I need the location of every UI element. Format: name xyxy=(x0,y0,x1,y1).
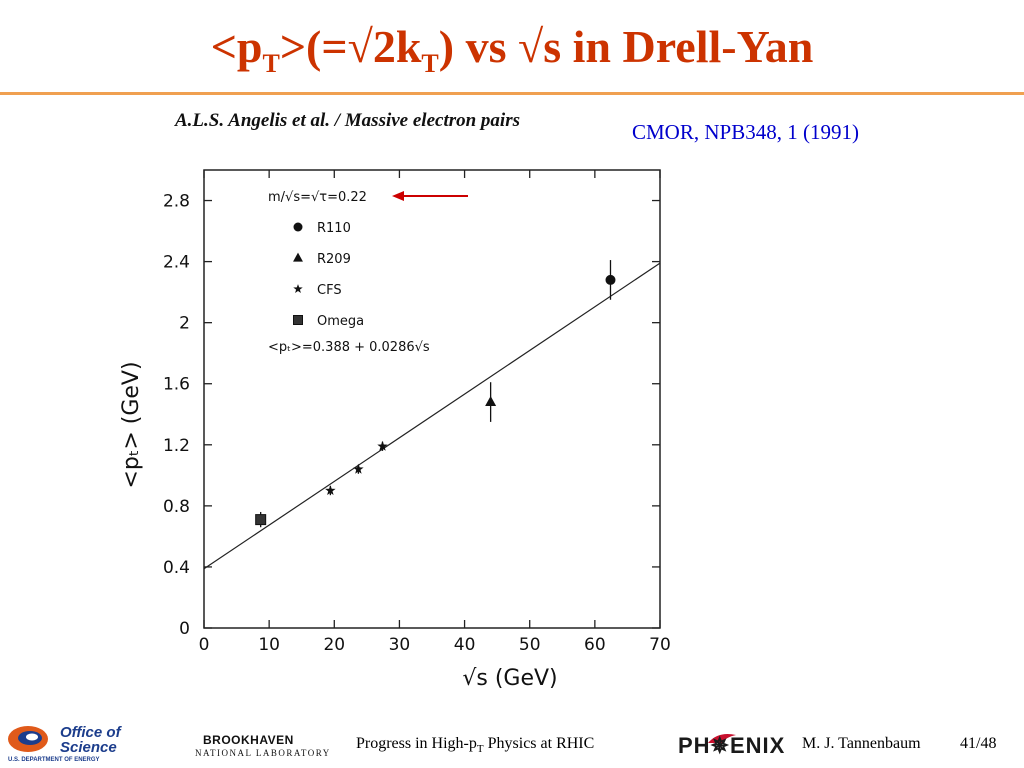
office-of-science-logo: Office of Science U.S. DEPARTMENT OF ENE… xyxy=(6,721,146,765)
plot-frame xyxy=(203,169,661,629)
y-axis-label: <pₜ> (GeV) xyxy=(119,361,144,488)
x-tick-label: 30 xyxy=(389,635,411,655)
data-point-r209 xyxy=(485,396,497,407)
pt-vs-sqrts-chart: 0 10 20 30 40 50 60 70 0 0.4 0.8 1.2 1.6 2 2.4 2.8 m/√s… xyxy=(119,169,671,691)
x-tick-label: 0 xyxy=(199,635,210,655)
footer: Office of Science U.S. DEPARTMENT OF ENE… xyxy=(0,715,1024,768)
paper-header: A.L.S. Angelis et al. / Massive electron… xyxy=(175,110,520,131)
title-part-2: >(=√2k xyxy=(279,21,422,72)
x-tick-label: 70 xyxy=(649,635,671,655)
title-part-1: <p xyxy=(210,21,263,72)
footer-title-subscript: T xyxy=(476,743,484,756)
y-tick-label: 0.8 xyxy=(163,497,190,517)
data-point-cfs xyxy=(377,440,388,451)
legend-label-cfs: CFS xyxy=(317,283,342,298)
footer-title-part-1: Progress in High-p xyxy=(356,735,477,752)
y-tick-label: 0.4 xyxy=(163,558,190,578)
data-point-cfs xyxy=(353,463,364,474)
x-tick-label: 40 xyxy=(454,635,476,655)
legend-marker-cfs xyxy=(293,284,303,293)
x-tick-label: 20 xyxy=(323,635,345,655)
x-axis-label: √s (GeV) xyxy=(462,666,557,691)
doe-line1: Office of xyxy=(60,724,121,741)
x-tick-label: 50 xyxy=(519,635,541,655)
y-tick-label: 2.8 xyxy=(163,192,190,212)
y-tick-label: 1.2 xyxy=(163,436,190,456)
footer-title-part-2: Physics at RHIC xyxy=(483,735,595,752)
doe-line2: Science xyxy=(60,739,117,756)
title-subscript-2: T xyxy=(421,49,439,79)
legend-marker-r110 xyxy=(293,222,303,232)
annotation-tau: m/√s=√τ=0.22 xyxy=(268,190,367,205)
footer-author: M. J. Tannenbaum xyxy=(802,735,921,752)
legend-label-omega: Omega xyxy=(317,314,364,329)
citation: CMOR, NPB348, 1 (1991) xyxy=(632,120,859,144)
phenix-bird-icon xyxy=(708,734,736,743)
legend-marker-r209 xyxy=(293,252,303,262)
phenix-wordmark: PH✵ENIX xyxy=(678,733,786,758)
data-point-cfs xyxy=(325,485,336,495)
footer-talk-title: Progress in High-pT Physics at RHIC xyxy=(356,735,594,755)
legend-label-r209: R209 xyxy=(317,252,351,267)
doe-swirl-icon xyxy=(8,726,48,752)
legend-marker-omega xyxy=(293,315,303,325)
y-tick-label: 2.4 xyxy=(163,253,190,273)
page-number: 41/48 xyxy=(960,735,997,752)
y-tick-label: 0 xyxy=(179,619,190,639)
fit-formula: <pₜ>=0.388 + 0.0286√s xyxy=(268,340,430,355)
arrow-head-icon xyxy=(392,191,404,201)
doe-line3: U.S. DEPARTMENT OF ENERGY xyxy=(8,757,100,763)
brookhaven-logo: BROOKHAVEN NATIONAL LABORATORY xyxy=(195,733,330,763)
title-subscript-1: T xyxy=(262,49,280,79)
data-point-r110 xyxy=(605,274,616,285)
bnl-line1: BROOKHAVEN xyxy=(203,733,294,747)
data-point-omega xyxy=(255,514,267,526)
y-tick-label: 1.6 xyxy=(163,375,190,395)
y-tick-label: 2 xyxy=(179,314,190,334)
phenix-logo: PH✵ENIX xyxy=(678,729,798,763)
title-divider xyxy=(0,92,1024,95)
fit-line xyxy=(203,262,661,570)
x-tick-label: 10 xyxy=(258,635,280,655)
title-part-3: ) vs √s in Drell-Yan xyxy=(438,21,814,72)
slide-title: <pT>(=√2kT) vs √s in Drell-Yan xyxy=(0,20,1024,91)
bnl-line2: NATIONAL LABORATORY xyxy=(195,748,331,758)
legend-label-r110: R110 xyxy=(317,221,351,236)
x-tick-label: 60 xyxy=(584,635,606,655)
